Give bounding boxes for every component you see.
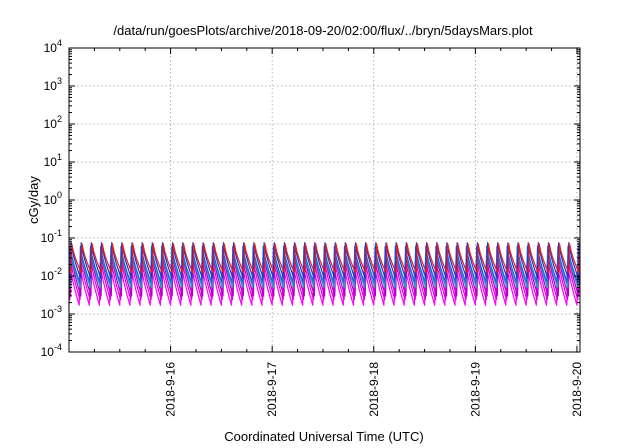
series-line-7 (68, 243, 581, 274)
x-tick-label: 2018-9-20 (570, 362, 584, 417)
y-tick-label: 10-2 (41, 266, 62, 283)
series-line-5 (68, 245, 581, 283)
y-tick-label: 101 (44, 152, 62, 169)
series-group (68, 242, 581, 306)
y-tick-label: 10-4 (41, 342, 62, 359)
series-line-6 (69, 242, 580, 279)
axes: 104 103 102 101 100 10-1 10-2 10-3 10-4 2018-9-16… (41, 38, 584, 417)
x-axis-label: Coordinated Universal Time (UTC) (224, 429, 423, 444)
y-tick-label: 10-1 (41, 228, 62, 245)
y-tick-label: 104 (44, 38, 62, 55)
chart-title: /data/run/goesPlots/archive/2018-09-20/0… (113, 23, 533, 38)
x-tick-label: 2018-9-18 (367, 362, 381, 417)
x-tick-label: 2018-9-19 (468, 362, 482, 417)
y-tick-label: 103 (44, 76, 62, 93)
y-tick-label: 100 (44, 190, 62, 207)
x-tick-label: 2018-9-16 (164, 362, 178, 417)
y-tick-label: 102 (44, 114, 62, 131)
x-tick-label: 2018-9-17 (265, 362, 279, 417)
y-axis-label: cGy/day (26, 176, 41, 224)
grid (69, 48, 580, 352)
y-tick-label: 10-3 (41, 304, 62, 321)
plot-frame (68, 47, 581, 353)
